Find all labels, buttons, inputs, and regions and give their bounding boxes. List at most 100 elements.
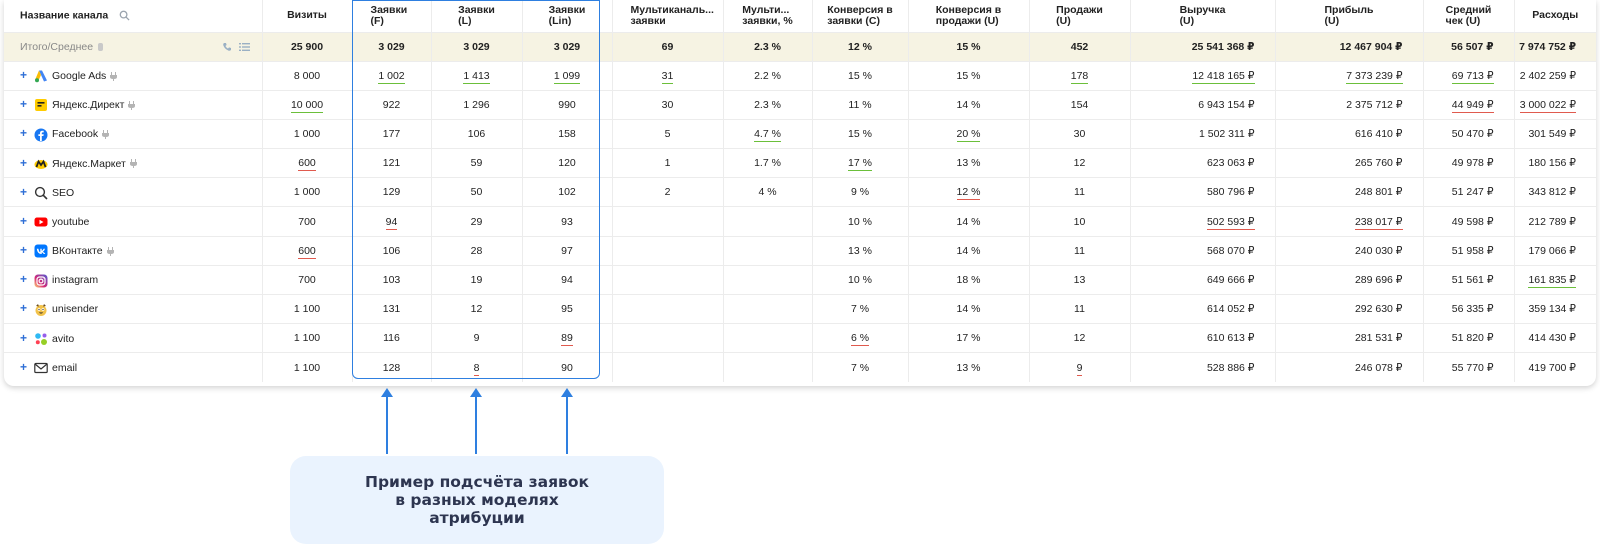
leads-f-value: 922	[382, 98, 401, 111]
channel-name-cell[interactable]: + unisender	[4, 293, 262, 324]
cell-conv-u: 14 %	[907, 293, 1029, 324]
table-row[interactable]: + ВКонтакте 600 106 28 97 13 % 14 % 11 568 070 ₽ 2…	[4, 235, 1596, 266]
cell-profit: 248 801 ₽	[1274, 177, 1423, 207]
phone-icon[interactable]	[222, 42, 232, 52]
table-row[interactable]: + youtube 700 94 29 93 10 % 14 % 10 502 593 ₽ 238 …	[4, 206, 1596, 237]
cell-leads-f: 121	[351, 148, 431, 178]
profit-value: 238 017 ₽	[1354, 215, 1403, 230]
header-revenue[interactable]: Выручка (U)	[1129, 0, 1275, 32]
channel-name-cell[interactable]: + Google Ads	[4, 60, 262, 91]
expand-plus-icon[interactable]: +	[20, 126, 28, 141]
cell-profit: 616 410 ₽	[1274, 118, 1423, 149]
arrow-to-leads-f	[381, 388, 393, 454]
table-row[interactable]: + SEO 1 000 129 50 102 2 4 % 9 % 12 % 11 580 796 ₽ 2…	[4, 177, 1596, 207]
cell-expenses: 2 402 259 ₽	[1513, 60, 1596, 91]
conv-u-value: 13 %	[956, 361, 981, 374]
header-sales[interactable]: Продажи (U)	[1028, 0, 1130, 32]
header-leads-lin[interactable]: Заявки (Lin)	[521, 0, 612, 32]
expand-plus-icon[interactable]: +	[20, 301, 28, 316]
cell-revenue: 502 593 ₽	[1129, 206, 1275, 237]
expand-plus-icon[interactable]: +	[20, 155, 28, 170]
cell-conv-c: 10 %	[811, 206, 908, 237]
header-leads-f[interactable]: Заявки (F)	[351, 0, 431, 32]
table-row[interactable]: + Facebook 1 000 177 106 158 5 4.7 % 15 % 20 % 30 1…	[4, 118, 1596, 149]
header-channel[interactable]: Название канала	[4, 0, 262, 32]
plug-icon	[102, 130, 110, 140]
table-row[interactable]: + Google Ads 8 000 1 002 1 413 1 099 31 2.2 % 15…	[4, 60, 1596, 91]
leads-f-value: 128	[382, 361, 401, 374]
table-row[interactable]: + instagram 700 103 19 94 10 % 18 % 13 649 666 ₽ 2…	[4, 264, 1596, 295]
leads-lin-value: 94	[561, 273, 573, 286]
revenue-value: 610 613 ₽	[1206, 332, 1255, 345]
cell-expenses: 343 812 ₽	[1513, 177, 1596, 207]
expand-plus-icon[interactable]: +	[20, 272, 28, 287]
expand-plus-icon[interactable]: +	[20, 67, 28, 82]
channel-name: email	[52, 362, 78, 375]
conv-c-value: 10 %	[848, 215, 872, 228]
cell-visits: 700	[261, 264, 352, 295]
cell-conv-c: 7 %	[811, 293, 908, 324]
channel-name-cell[interactable]: + SEO	[4, 177, 262, 207]
header-multichannel[interactable]: Мультиканаль... заявки	[611, 0, 723, 32]
cell-expenses: 179 066 ₽	[1513, 235, 1596, 266]
cell-profit: 7 373 239 ₽	[1274, 60, 1423, 91]
cell-avg-check: 51 561 ₽	[1422, 264, 1514, 295]
channel-name-cell[interactable]: + email	[4, 352, 262, 383]
header-expenses[interactable]: Расходы	[1513, 0, 1596, 32]
table-row[interactable]: + Яндекс.Маркет 600 121 59 120 1 1.7 % 17 % 13 % 1…	[4, 148, 1596, 178]
search-icon[interactable]	[119, 10, 130, 21]
cell-sales: 12	[1028, 148, 1130, 178]
cell-conv-u: 12 %	[907, 177, 1029, 207]
channel-name-cell[interactable]: + youtube	[4, 206, 262, 237]
table-row[interactable]: + avito 1 100 116 9 89 6 % 17 % 12 610 613 ₽ 281 5…	[4, 323, 1596, 353]
header-profit[interactable]: Прибыль (U)	[1274, 0, 1423, 32]
expand-plus-icon[interactable]: +	[20, 360, 28, 375]
leads-f-value: 131	[382, 303, 401, 316]
table-row[interactable]: + Яндекс.Директ 10 000 922 1 296 990 30 2.3 % 11…	[4, 89, 1596, 120]
cell-leads-l: 59	[430, 148, 522, 178]
expand-plus-icon[interactable]: +	[20, 184, 28, 199]
channel-name-cell[interactable]: + Яндекс.Маркет	[4, 148, 262, 178]
cell-avg-check: 49 978 ₽	[1422, 148, 1514, 178]
table-header-row: Название канала Визиты Заявки (F) Заявки…	[4, 0, 1596, 32]
cell-leads-lin: 95	[521, 293, 612, 324]
expand-plus-icon[interactable]: +	[20, 97, 28, 112]
revenue-value: 528 886 ₽	[1206, 361, 1255, 374]
channel-name-cell[interactable]: + Яндекс.Директ	[4, 89, 262, 120]
list-icon[interactable]	[238, 42, 250, 52]
profit-value: 248 801 ₽	[1354, 186, 1403, 199]
expand-plus-icon[interactable]: +	[20, 213, 28, 228]
expand-plus-icon[interactable]: +	[20, 330, 28, 345]
cell-visits: 1 000	[261, 118, 352, 149]
cell-revenue: 1 502 311 ₽	[1129, 118, 1275, 149]
table-row[interactable]: + unisender 1 100 131 12 95 7 % 14 % 11 614 052 ₽…	[4, 293, 1596, 324]
header-conv-c[interactable]: Конверсия в заявки (C)	[811, 0, 908, 32]
leads-f-value: 1 002	[378, 69, 405, 84]
conv-c-value: 15 %	[848, 69, 872, 82]
channel-name-cell[interactable]: + instagram	[4, 264, 262, 295]
header-multi-pct[interactable]: Мульти... заявки, %	[722, 0, 812, 32]
pin-icon[interactable]	[98, 42, 103, 51]
header-conv-u[interactable]: Конверсия в продажи (U)	[907, 0, 1029, 32]
total-leads-l: 3 029	[430, 31, 522, 61]
seo-search-icon	[34, 186, 48, 200]
table-row[interactable]: + email 1 100 128 8 90 7 % 13 % 9 528 886 ₽ 246 07…	[4, 352, 1596, 383]
cell-leads-l: 9	[430, 323, 522, 353]
channel-name-cell[interactable]: + avito	[4, 323, 262, 353]
header-leads-l[interactable]: Заявки (L)	[430, 0, 522, 32]
yandex-market-icon	[34, 157, 48, 171]
cell-multichannel: 30	[611, 89, 723, 120]
leads-lin-value: 95	[561, 303, 573, 316]
cell-visits: 1 100	[261, 293, 352, 324]
cell-profit: 292 630 ₽	[1274, 293, 1423, 324]
cell-leads-l: 29	[430, 206, 522, 237]
profit-value: 616 410 ₽	[1354, 127, 1403, 140]
header-visits[interactable]: Визиты	[261, 0, 352, 32]
header-avg-check[interactable]: Средний чек (U)	[1422, 0, 1514, 32]
cell-leads-lin: 94	[521, 264, 612, 295]
channel-name-cell[interactable]: + ВКонтакте	[4, 235, 262, 266]
channel-name-cell[interactable]: + Facebook	[4, 118, 262, 149]
total-profit: 12 467 904 ₽	[1274, 31, 1423, 61]
cell-leads-l: 106	[430, 118, 522, 149]
expand-plus-icon[interactable]: +	[20, 243, 28, 258]
